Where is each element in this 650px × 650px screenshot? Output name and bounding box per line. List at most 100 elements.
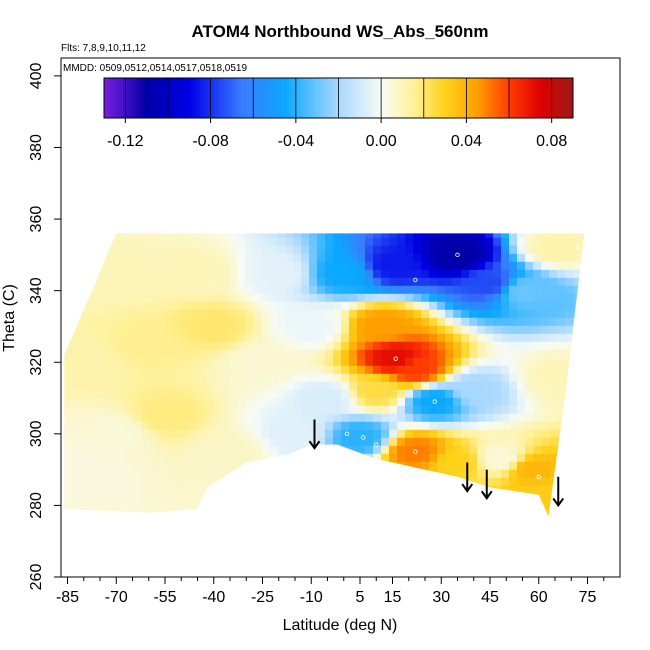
field-cell xyxy=(429,437,438,447)
field-cell xyxy=(101,526,110,535)
field-cell xyxy=(333,233,342,239)
field-cell xyxy=(93,493,102,503)
field-cell xyxy=(173,317,182,327)
field-cell xyxy=(237,413,246,423)
field-cell xyxy=(64,469,70,479)
field-cell xyxy=(261,526,270,535)
field-cell xyxy=(573,253,582,263)
field-cell xyxy=(333,293,342,303)
field-cell xyxy=(277,309,286,319)
field-cell xyxy=(293,509,302,517)
field-cell xyxy=(509,365,518,375)
field-cell xyxy=(141,341,150,351)
field-cell xyxy=(397,269,406,279)
y-tick-label: 340 xyxy=(28,277,45,304)
field-cell xyxy=(325,421,334,431)
field-cell xyxy=(117,277,126,287)
field-cell xyxy=(461,405,470,415)
field-cell xyxy=(485,309,494,319)
field-cell xyxy=(589,422,598,431)
field-cell xyxy=(533,437,542,447)
field-cell xyxy=(197,325,206,335)
field-cell xyxy=(189,357,198,367)
field-cell xyxy=(509,485,518,495)
field-cell xyxy=(93,413,102,423)
field-cell xyxy=(477,421,486,431)
field-cell xyxy=(117,261,126,271)
field-cell xyxy=(309,261,318,271)
field-cell xyxy=(61,518,70,527)
field-cell xyxy=(181,413,190,423)
colorbar-strip xyxy=(428,78,431,118)
field-cell xyxy=(285,421,294,431)
field-cell xyxy=(557,453,566,463)
field-cell xyxy=(173,285,182,295)
field-cell xyxy=(549,469,558,479)
field-cell xyxy=(77,301,86,311)
field-cell xyxy=(373,413,382,423)
field-cell xyxy=(165,477,174,487)
field-cell xyxy=(317,293,326,303)
field-cell xyxy=(229,501,238,511)
field-cell xyxy=(181,325,190,335)
field-cell xyxy=(469,325,478,335)
field-cell xyxy=(413,233,422,239)
field-cell xyxy=(589,382,598,391)
field-cell xyxy=(357,381,366,391)
field-cell xyxy=(285,317,294,327)
colorbar-strip xyxy=(421,78,425,118)
colorbar-strip xyxy=(466,78,469,118)
field-cell xyxy=(125,389,134,399)
field-cell xyxy=(221,493,230,503)
field-cell xyxy=(333,317,342,327)
field-cell xyxy=(541,389,550,399)
colorbar-strip xyxy=(470,78,474,118)
field-cell xyxy=(157,429,166,439)
field-cell xyxy=(64,357,70,367)
field-cell xyxy=(165,413,174,423)
colorbar-strip xyxy=(246,78,250,118)
field-cell xyxy=(341,253,350,263)
field-cell xyxy=(253,269,262,279)
field-cell xyxy=(173,437,182,447)
field-cell xyxy=(517,445,526,455)
field-cell xyxy=(245,293,254,303)
field-cell xyxy=(421,285,430,295)
field-cell xyxy=(373,397,382,407)
field-cell xyxy=(349,518,358,527)
field-cell xyxy=(581,397,585,407)
field-cell xyxy=(197,381,206,391)
field-cell xyxy=(301,325,310,335)
field-cell xyxy=(325,325,334,335)
field-cell xyxy=(109,509,118,517)
field-cell xyxy=(357,245,366,255)
field-cell xyxy=(237,237,246,247)
field-cell xyxy=(133,349,142,359)
field-cell xyxy=(549,245,558,255)
field-cell xyxy=(365,333,374,343)
field-cell xyxy=(357,293,366,303)
field-cell xyxy=(541,341,550,351)
field-cell xyxy=(445,349,454,359)
field-cell xyxy=(389,485,398,495)
colorbar-strip xyxy=(323,78,327,118)
field-cell xyxy=(549,389,558,399)
field-cell xyxy=(69,397,78,407)
field-cell xyxy=(541,269,550,279)
field-cell xyxy=(469,253,478,263)
field-cell xyxy=(565,421,574,431)
colorbar-strip xyxy=(312,78,316,118)
field-cell xyxy=(517,357,526,367)
field-cell xyxy=(413,365,422,375)
field-cell xyxy=(589,526,598,535)
field-cell xyxy=(229,301,238,311)
field-cell xyxy=(125,253,134,263)
field-cell xyxy=(221,518,230,527)
field-cell xyxy=(141,285,150,295)
field-cell xyxy=(181,405,190,415)
field-cell xyxy=(325,526,334,535)
field-cell xyxy=(325,261,334,271)
field-cell xyxy=(573,261,582,271)
field-cell xyxy=(573,405,582,415)
field-cell xyxy=(157,381,166,391)
